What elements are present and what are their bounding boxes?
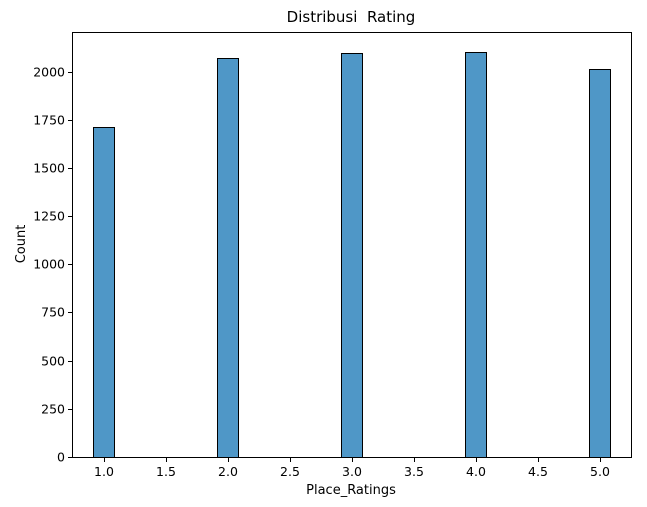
y-tick-label: 1250: [33, 208, 65, 224]
x-tick-mark: [352, 458, 353, 462]
y-tick-label: 2000: [33, 64, 65, 80]
y-tick-label: 250: [41, 401, 65, 417]
x-axis-label: Place_Ratings: [306, 483, 396, 498]
x-tick-label: 2.0: [218, 464, 238, 479]
x-tick-label: 4.0: [466, 464, 486, 479]
x-tick-label: 1.5: [156, 464, 176, 479]
y-tick-label: 1000: [33, 256, 65, 272]
y-tick-label: 1750: [33, 112, 65, 128]
y-axis-label: Count: [14, 224, 29, 264]
x-tick-mark: [290, 458, 291, 462]
x-tick-label: 5.0: [590, 464, 610, 479]
chart-title: Distribusi Rating: [286, 8, 416, 26]
y-tick-label: 750: [41, 304, 65, 320]
y-tick-mark: [68, 312, 72, 314]
y-tick-label: 500: [41, 353, 65, 369]
y-tick-mark: [68, 457, 72, 458]
x-tick-mark: [476, 458, 477, 462]
y-tick-mark: [68, 408, 72, 410]
bar: [588, 68, 612, 457]
bar: [340, 53, 364, 457]
x-tick-mark: [600, 458, 601, 462]
y-tick-mark: [68, 360, 72, 362]
y-tick-mark: [68, 71, 72, 73]
x-tick-mark: [104, 458, 105, 462]
y-tick-label: 1500: [33, 160, 65, 176]
bar: [464, 52, 488, 457]
y-tick-label: 0: [57, 449, 65, 465]
y-tick-mark: [68, 264, 72, 266]
y-tick-mark: [68, 167, 72, 169]
x-tick-label: 3.0: [342, 464, 362, 479]
bar: [216, 58, 240, 457]
x-tick-label: 3.5: [404, 464, 424, 479]
x-tick-label: 4.5: [528, 464, 548, 479]
x-tick-mark: [228, 458, 229, 462]
x-tick-mark: [166, 458, 167, 462]
x-tick-mark: [538, 458, 539, 462]
y-tick-mark: [68, 216, 72, 218]
x-tick-label: 2.5: [280, 464, 300, 479]
y-tick-mark: [68, 119, 72, 121]
bar: [92, 127, 116, 457]
x-tick-mark: [414, 458, 415, 462]
x-tick-label: 1.0: [94, 464, 114, 479]
plot-area: 0 250 500 750 1000 1250 1500 1750 2000 1.0 1.5 2.0 2…: [33, 32, 632, 479]
